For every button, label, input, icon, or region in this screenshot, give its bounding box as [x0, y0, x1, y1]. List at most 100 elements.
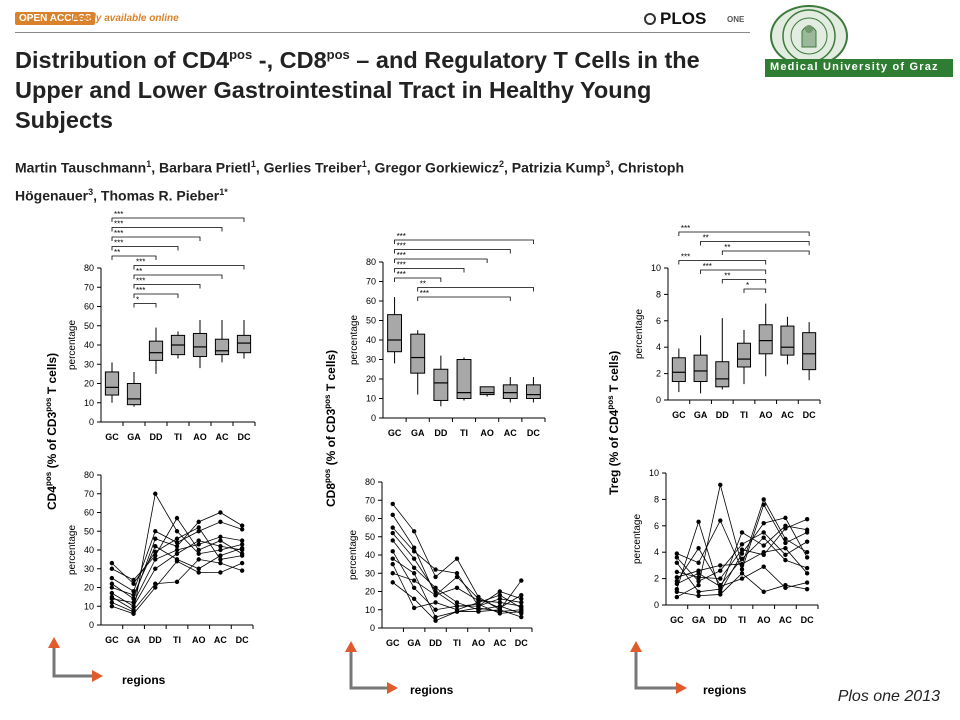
open-access-badge: OPEN ACCESS	[15, 12, 96, 25]
title-sup1: pos	[229, 47, 253, 62]
panel-6-data-point	[674, 551, 680, 556]
panel-3-sig-bracket	[721, 279, 767, 284]
panel-4-data-point	[174, 515, 180, 521]
panel-6-data-point	[696, 589, 701, 594]
panel-4-data-point	[218, 510, 223, 515]
panel-4-data-point	[153, 544, 158, 549]
panel-1-sig-bracket	[111, 227, 223, 232]
panel-5-y-tick-label: 80	[365, 477, 375, 487]
panel-3-sig-label: **	[703, 234, 709, 243]
panel-5-data-point	[519, 609, 524, 614]
panel-5-data-point	[390, 501, 395, 507]
panel-4-data-point	[153, 553, 158, 558]
panel-6-data-point	[739, 567, 745, 572]
panel-label-treg-sup: pos	[606, 395, 615, 410]
panel-1-y-tick-label: 0	[89, 417, 94, 427]
panel-1-sig-bracket	[111, 255, 157, 260]
panel-5-data-point	[454, 556, 460, 561]
panel-3-sig-label: ***	[703, 262, 712, 271]
panel-6-data-point	[761, 520, 766, 526]
panel-6-data-point	[783, 515, 788, 521]
panel-6-data-point	[761, 535, 766, 540]
panel-6-data-point	[718, 592, 723, 597]
arrow-right-icon	[676, 682, 687, 694]
panel-4-data-point	[174, 547, 180, 553]
panel-1-sig-bracket	[111, 236, 201, 241]
panel-6-data-point	[739, 530, 745, 535]
panel-6-data-point	[761, 502, 766, 507]
panel-4-data-point	[239, 568, 245, 573]
panel-label-cd8-post2: T cells)	[324, 349, 338, 395]
panel-label-cd4-sup: pos	[44, 471, 53, 486]
panel-4-data-point	[131, 577, 136, 583]
arrow-up-icon	[48, 637, 60, 648]
panel-5-data-point	[411, 578, 417, 583]
panel-2-box	[387, 314, 403, 353]
panel-6-data-point	[804, 550, 810, 555]
panel-5-data-point	[411, 549, 417, 554]
plos-one-label: ONE	[727, 15, 745, 24]
panel-3-x-tick-label: DD	[716, 410, 729, 420]
panel-3-box	[671, 357, 686, 383]
panel-4-data-point	[196, 570, 201, 575]
panel-6-data-point	[783, 536, 788, 542]
panel-5-ylabel: percentage	[348, 530, 359, 580]
panel-6-data-point	[696, 575, 701, 580]
panel-5-data-point	[390, 561, 395, 567]
panel-6-y-tick-label: 6	[654, 521, 659, 531]
panel-label-treg: Treg (% of CD4pos T cells)	[606, 351, 621, 495]
panel-2-x-tick-label: TI	[460, 428, 468, 438]
panel-2-x-tick-label: AO	[480, 428, 494, 438]
panel-1-x-tick-label: DD	[150, 432, 163, 442]
panel-5-data-point	[497, 607, 503, 612]
panel-4-y-tick-label: 0	[89, 620, 94, 630]
panel-3-y-tick-label: 6	[656, 316, 661, 326]
panel-2-x-tick-label: DC	[527, 428, 540, 438]
panel-5-data-point	[411, 596, 417, 601]
panel-4-data-point	[218, 557, 223, 562]
panel-5-data-point	[433, 567, 438, 572]
panel-4-data-point	[131, 604, 136, 609]
corner-arrow-2	[349, 650, 389, 690]
regions-label-1: regions	[122, 673, 166, 687]
panel-5-data-point	[433, 607, 438, 612]
panel-2-box	[433, 368, 449, 401]
panel-1-sig-bracket	[133, 284, 201, 289]
panel-5-x-tick-label: GA	[407, 638, 421, 648]
paper-title: Distribution of CD4pos -, CD8pos – and R…	[15, 40, 755, 135]
panel-4-data-point	[174, 540, 180, 545]
panel-label-cd8-pre: CD8	[324, 482, 338, 507]
panel-4-data-point	[153, 529, 158, 534]
panel-4-data-point	[218, 544, 223, 549]
panel-4-x-tick-label: GA	[127, 635, 141, 645]
panel-6-data-point	[739, 561, 745, 567]
panel-label-treg-pre: Treg (% of CD4	[607, 409, 621, 495]
panel-5-data-point	[454, 585, 460, 591]
panel-4-data-point	[109, 604, 115, 609]
panel-5-data-point	[454, 603, 460, 609]
panel-1-sig-label: ***	[136, 286, 145, 295]
panel-4-data-point	[174, 551, 180, 556]
panel-5-data-point	[519, 596, 524, 601]
panel-3-y-tick-label: 4	[656, 342, 661, 352]
panel-3-box	[715, 361, 730, 388]
panel-5-data-point	[390, 538, 395, 543]
panel-5-data-point	[390, 525, 395, 530]
panel-3-x-tick-label: GC	[672, 410, 686, 420]
arrow-up-icon	[345, 641, 357, 652]
panel-4-data-point	[239, 553, 245, 558]
panel-6-data-point	[804, 517, 810, 522]
panel-6-data-point	[804, 527, 810, 532]
panel-4-data-point	[174, 544, 180, 549]
panel-5-x-tick-label: DC	[515, 638, 528, 648]
panel-2-y-tick-label: 30	[366, 355, 376, 365]
corner-arrow-3	[634, 650, 678, 690]
panel-5-data-point	[454, 571, 460, 576]
panel-3-box	[693, 354, 708, 383]
author-list: Martin Tauschmann1, Barbara Prietl1, Ger…	[15, 159, 685, 204]
panel-5-data-point	[497, 611, 503, 616]
panel-2-sig-bracket	[417, 296, 511, 301]
panel-6-x-tick-label: DD	[714, 615, 727, 625]
panel-4-data-point	[131, 600, 136, 605]
panel-4-data-point	[196, 529, 201, 534]
